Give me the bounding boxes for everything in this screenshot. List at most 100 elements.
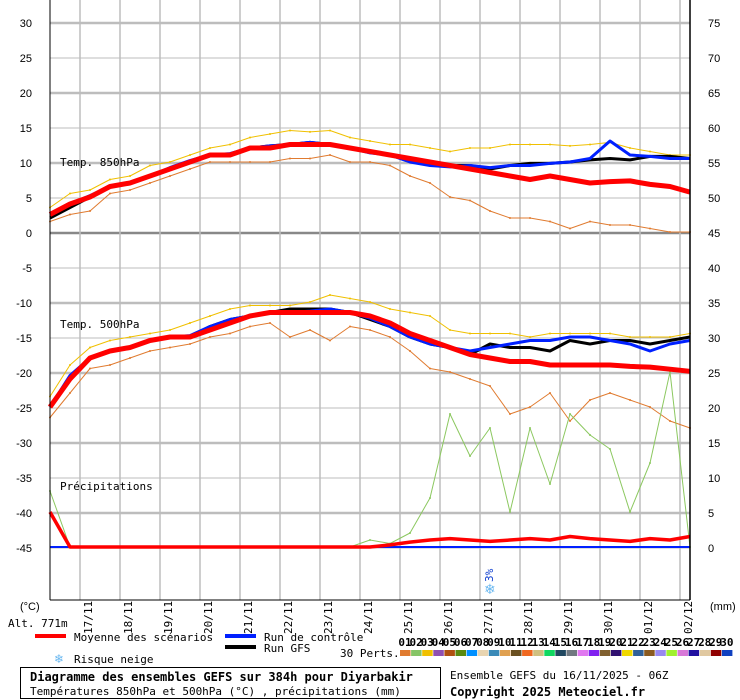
t500-min-line-point	[549, 392, 551, 394]
pert-label: 09	[487, 636, 500, 649]
t850-max-line-point	[129, 175, 131, 177]
right-tick-label: 75	[708, 18, 720, 30]
pert-swatch	[688, 650, 700, 656]
t500-max-line-point	[629, 336, 631, 338]
chart-title: Diagramme des ensembles GEFS sur 384h po…	[30, 670, 413, 684]
right-tick-label: 65	[708, 88, 720, 100]
t850-max-line-point	[209, 147, 211, 149]
right-tick-label: 55	[708, 158, 720, 170]
left-tick-label: 20	[20, 88, 32, 100]
left-tick-label: 30	[20, 18, 32, 30]
pert-label: 08	[476, 636, 489, 649]
t850-max-line-point	[189, 154, 191, 156]
right-tick-label: 35	[708, 298, 720, 310]
t500-max-line-point	[449, 329, 451, 331]
t850-min-line-point	[329, 154, 331, 156]
legend-snow: Risque neige	[74, 653, 153, 666]
pert-swatch	[555, 650, 566, 656]
date-label: 02/12	[682, 601, 695, 634]
t850-max-line-point	[109, 178, 111, 181]
pert-swatch	[499, 650, 511, 656]
t850-max-line-point	[269, 133, 271, 135]
date-label: 26/11	[442, 601, 455, 634]
t500-min-line-point	[129, 357, 131, 359]
t850-max-line-point	[309, 130, 311, 133]
legend-gfs: Run GFS	[264, 642, 310, 655]
t850-max-line-point	[389, 143, 391, 146]
pert-label: 30	[720, 636, 733, 649]
t500-min-line-point	[369, 329, 371, 331]
t500-max-line-point	[609, 332, 611, 335]
left-unit: (°C)	[20, 601, 40, 613]
t500-max-line-point	[329, 294, 331, 296]
t850-min-line-point	[289, 157, 291, 160]
t500-max-line-point	[589, 332, 591, 335]
t850-min-line-point	[609, 224, 611, 226]
date-label: 22/11	[282, 601, 295, 634]
date-label: 17/11	[82, 601, 95, 634]
t850-max-line	[49, 130, 690, 208]
pert-label: 16	[565, 636, 579, 649]
right-tick-label: 45	[708, 228, 720, 240]
pert-label: 21	[620, 636, 634, 649]
date-label: 23/11	[322, 601, 335, 634]
date-label: 18/11	[122, 601, 135, 634]
date-label: 20/11	[202, 601, 215, 634]
pert-label: 22	[631, 636, 644, 649]
pert-label: 15	[554, 636, 567, 649]
legend-mean: Moyenne des scénarios	[74, 631, 213, 644]
t850-min-line-point	[249, 161, 251, 163]
t850-max-line-point	[289, 129, 291, 132]
t500-min-line-point	[609, 392, 611, 394]
t850-min-line-point	[469, 199, 471, 202]
altitude: Alt. 771m	[8, 617, 68, 630]
right-tick-label: 20	[708, 403, 720, 415]
grid	[50, 0, 690, 600]
pert-swatch	[422, 650, 433, 656]
t500-max-line-point	[289, 304, 291, 307]
right-tick-label: 0	[708, 543, 714, 555]
t500-min-line-point	[629, 399, 631, 401]
t500-min-line-point	[449, 371, 451, 373]
t500-min-line-point	[269, 322, 271, 324]
t500-min-line-point	[349, 325, 351, 328]
left-tick-label: -10	[16, 298, 32, 310]
perts-legend: 0102030405060708091011121314151617181920…	[398, 636, 734, 656]
t500-max-line-point	[389, 308, 391, 310]
t850-min-line-point	[129, 189, 131, 191]
pert-swatch	[577, 650, 589, 656]
label-t500: Temp. 500hPa	[60, 318, 139, 331]
left-tick-label: -15	[16, 333, 32, 345]
pert-swatch	[511, 650, 522, 656]
t500-max-line-point	[529, 336, 531, 338]
t500-max-line-point	[469, 332, 471, 335]
snow-percent: 3%	[483, 568, 496, 582]
pert-label: 12	[520, 636, 533, 649]
t850-max-line-point	[369, 140, 371, 142]
pert-label: 29	[709, 636, 722, 649]
snowflake-icon: ❄	[484, 582, 496, 598]
pert-swatch	[677, 650, 688, 656]
pert-swatch	[455, 650, 466, 656]
t850-max-line-point	[469, 147, 471, 149]
t500-min-line-point	[669, 420, 671, 422]
t500-min-line-point	[569, 420, 571, 422]
t500-min-line-point	[429, 367, 431, 370]
pert-label: 23	[643, 636, 656, 649]
left-tick-label: -20	[16, 368, 32, 380]
t850-max-line-point	[549, 143, 551, 146]
t850-min-line-point	[229, 161, 231, 163]
t500-min-line-point	[149, 350, 151, 352]
right-tick-label: 25	[708, 368, 720, 380]
left-tick-label: -30	[16, 438, 32, 450]
t850-min-line-point	[349, 161, 351, 163]
t500-min-line-point	[109, 364, 111, 366]
t500-max-line-point	[269, 304, 271, 307]
pert-label: 02	[409, 636, 422, 649]
pert-label: 03	[421, 636, 434, 649]
pert-swatch	[610, 650, 622, 656]
pert-label: 18	[587, 636, 600, 649]
t500-min-line-point	[649, 406, 651, 408]
